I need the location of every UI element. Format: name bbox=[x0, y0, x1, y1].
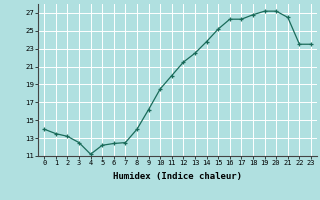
X-axis label: Humidex (Indice chaleur): Humidex (Indice chaleur) bbox=[113, 172, 242, 181]
